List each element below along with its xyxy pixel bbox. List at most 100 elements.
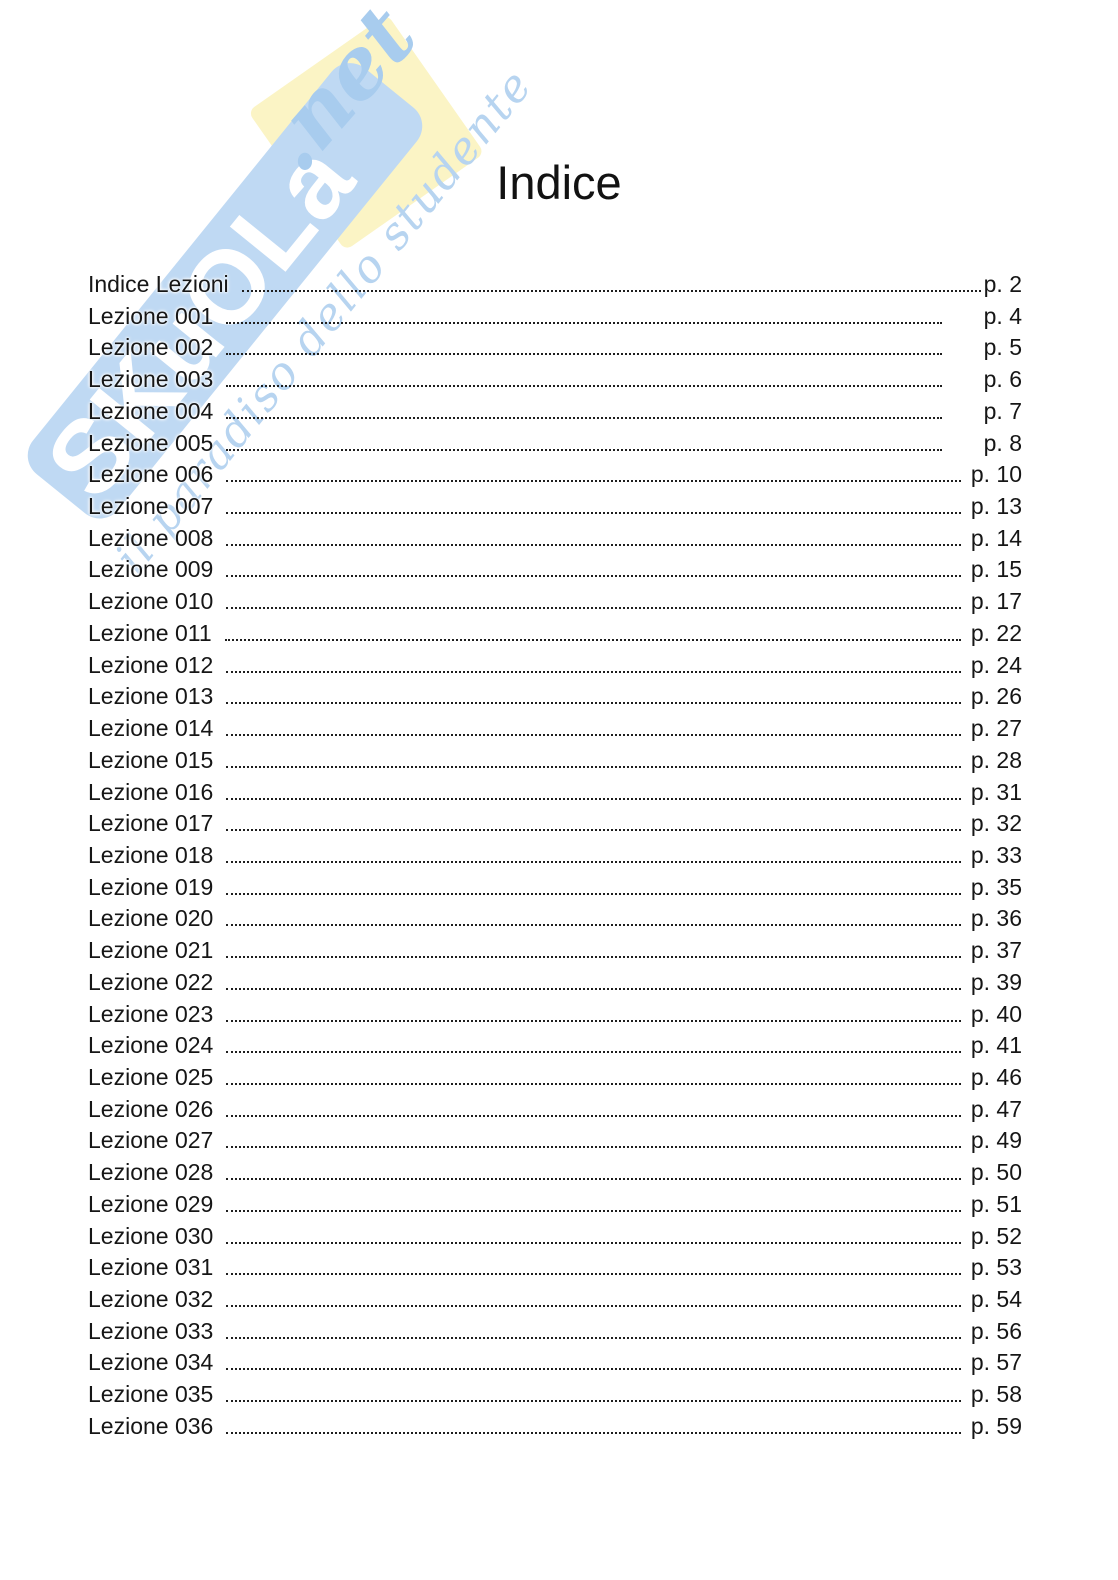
toc-row: Lezione 006 p. 10 <box>88 459 1022 491</box>
toc-entry-label: Lezione 023 <box>88 1000 214 1027</box>
toc-row: Lezione 035 p. 58 <box>88 1379 1022 1411</box>
toc-entry-label: Lezione 015 <box>88 746 214 773</box>
toc-entry-page-number: p. 41 <box>970 1032 1022 1059</box>
toc-row: Lezione 010 p. 17 <box>88 586 1022 618</box>
toc-entry-label: Lezione 030 <box>88 1222 214 1249</box>
toc-row: Lezione 011 p. 22 <box>88 618 1022 650</box>
toc-entry-page-number: p. 39 <box>970 968 1022 995</box>
toc-row: Lezione 029 p. 51 <box>88 1189 1022 1221</box>
toc-entry-page-number: p. 8 <box>983 429 1022 456</box>
toc-entry-page-number: p. 47 <box>970 1095 1022 1122</box>
toc-entry-label: Lezione 017 <box>88 810 214 837</box>
toc-row: Lezione 017 p. 32 <box>88 808 1022 840</box>
dot-leader <box>226 448 942 451</box>
dot-leader <box>226 1082 961 1085</box>
toc-entry-label: Lezione 004 <box>88 397 214 424</box>
dot-leader <box>226 797 961 800</box>
toc-row: Lezione 027 p. 49 <box>88 1125 1022 1157</box>
toc-entry-page-number: p. 33 <box>970 841 1022 868</box>
toc-entry-label: Lezione 036 <box>88 1412 214 1439</box>
dot-leader <box>226 1019 961 1022</box>
toc-entry-page-number: p. 46 <box>970 1063 1022 1090</box>
dot-leader <box>226 1178 961 1181</box>
toc-row: Lezione 030 p. 52 <box>88 1221 1022 1253</box>
dot-leader <box>226 987 961 990</box>
toc-entry-label: Lezione 010 <box>88 588 214 615</box>
dot-leader <box>226 1400 961 1403</box>
toc-entry-page-number: p. 57 <box>970 1349 1022 1376</box>
toc-row: Lezione 023 p. 40 <box>88 999 1022 1031</box>
toc-entry-label: Lezione 013 <box>88 683 214 710</box>
toc-entry-label: Lezione 019 <box>88 873 214 900</box>
toc-entry-page-number: p. 15 <box>970 556 1022 583</box>
toc-entry-page-number: p. 10 <box>970 461 1022 488</box>
dot-leader <box>226 607 961 610</box>
toc-entry-label: Lezione 011 <box>88 619 212 646</box>
dot-leader <box>226 1114 961 1117</box>
toc-entry-label: Lezione 025 <box>88 1063 214 1090</box>
toc-entry-label: Lezione 007 <box>88 493 214 520</box>
toc-entry-page-number: p. 22 <box>970 619 1022 646</box>
toc-entry-label: Lezione 027 <box>88 1127 214 1154</box>
toc-entry-page-number: p. 5 <box>983 334 1022 361</box>
dot-leader <box>226 892 961 895</box>
toc-entry-page-number: p. 58 <box>970 1381 1022 1408</box>
toc-entry-page-number: p. 14 <box>970 524 1022 551</box>
toc-row: Lezione 024 p. 41 <box>88 1030 1022 1062</box>
toc-entry-label: Lezione 033 <box>88 1317 214 1344</box>
toc-entry-page-number: p. 59 <box>970 1412 1022 1439</box>
toc-entry-label: Lezione 005 <box>88 429 214 456</box>
toc-entry-label: Lezione 022 <box>88 968 214 995</box>
dot-leader <box>226 543 961 546</box>
toc-entry-label: Lezione 035 <box>88 1381 214 1408</box>
toc-entry-page-number: p. 52 <box>970 1222 1022 1249</box>
toc-row: Lezione 004 p. 7 <box>88 396 1022 428</box>
dot-leader <box>226 1051 961 1054</box>
toc-entry-page-number: p. 40 <box>970 1000 1022 1027</box>
watermark-yellow-diamond <box>247 13 485 251</box>
dot-leader <box>226 1336 961 1339</box>
toc-entry-label: Lezione 028 <box>88 1159 214 1186</box>
toc-entry-label: Lezione 021 <box>88 937 214 964</box>
toc-row: Lezione 016 p. 31 <box>88 777 1022 809</box>
dot-leader <box>226 1273 961 1276</box>
dot-leader <box>226 480 961 483</box>
toc-entry-label: Lezione 032 <box>88 1286 214 1312</box>
toc-row: Lezione 014 p. 27 <box>88 713 1022 745</box>
toc-entry-page-number: p. 4 <box>983 302 1022 329</box>
toc-entry-label: Lezione 031 <box>88 1254 214 1281</box>
toc-row: Lezione 012 p. 24 <box>88 650 1022 682</box>
dot-leader <box>226 734 961 737</box>
dot-leader <box>226 860 961 863</box>
dot-leader <box>226 1241 961 1244</box>
toc-row: Lezione 034 p. 57 <box>88 1347 1022 1379</box>
toc-row: Lezione 036 p. 59 <box>88 1411 1022 1443</box>
toc-entry-page-number: p. 56 <box>970 1317 1022 1344</box>
toc-entry-label: Lezione 020 <box>88 905 214 932</box>
toc-row: Lezione 015 p. 28 <box>88 745 1022 777</box>
dot-leader <box>226 1146 961 1149</box>
dot-leader <box>226 670 961 673</box>
toc-row: Lezione 032 p. 54 <box>88 1284 1022 1316</box>
toc-entry-page-number: p. 31 <box>970 778 1022 805</box>
toc-row: Lezione 005 p. 8 <box>88 428 1022 460</box>
toc-entry-label: Lezione 001 <box>88 302 214 329</box>
toc-row: Lezione 026 p. 47 <box>88 1094 1022 1126</box>
toc-entry-label: Lezione 018 <box>88 841 214 868</box>
toc-entry-page-number: p. 24 <box>970 651 1022 678</box>
toc-entry-page-number: p. 13 <box>970 493 1022 520</box>
dot-leader <box>226 829 961 832</box>
toc-entry-page-number: p. 53 <box>970 1254 1022 1281</box>
toc-entry-page-number: p. 7 <box>983 397 1022 424</box>
toc-entry-page-number: p. 51 <box>970 1190 1022 1217</box>
toc-list: Indice Lezioni p. 2 Lezione 001 p. 4 Lezione… <box>88 269 1022 1443</box>
toc-row: Lezione 033 p. 56 <box>88 1316 1022 1348</box>
toc-entry-page-number: p. 32 <box>970 810 1022 837</box>
toc-entry-label: Lezione 024 <box>88 1032 214 1059</box>
toc-row: Lezione 007 p. 13 <box>88 491 1022 523</box>
toc-entry-page-number: p. 6 <box>983 366 1022 393</box>
toc-row: Lezione 018 p. 33 <box>88 840 1022 872</box>
toc-entry-label: Lezione 029 <box>88 1190 214 1217</box>
toc-entry-page-number: p. 37 <box>970 937 1022 964</box>
